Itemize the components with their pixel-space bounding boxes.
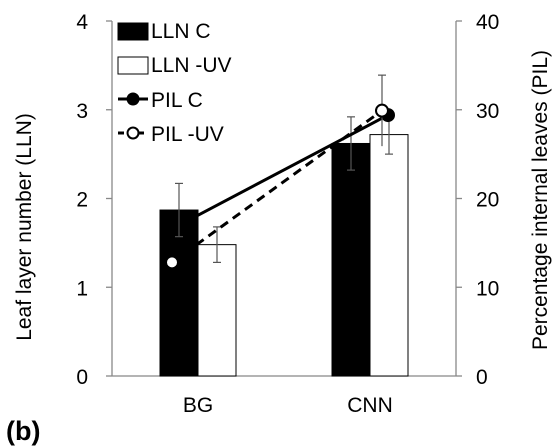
legend-marker [126, 126, 140, 140]
bar [159, 209, 199, 377]
y-right-tick-label: 0 [476, 366, 488, 389]
data-point [375, 103, 389, 118]
y-left-axis-label: Leaf layer number (LLN) [13, 113, 36, 341]
legend-swatch [117, 22, 149, 41]
legend-swatch [117, 56, 149, 75]
y-right-tick-label: 20 [476, 189, 499, 212]
bar [369, 134, 409, 377]
data-point [184, 211, 198, 226]
legend-marker [126, 92, 140, 106]
y-left-tick-label: 1 [76, 277, 88, 300]
x-tick-label: BG [183, 394, 213, 417]
y-left-tick-label: 3 [76, 100, 88, 123]
line-series [165, 74, 395, 270]
series-line [171, 109, 383, 264]
bar [331, 142, 371, 377]
y-left-tick-label: 0 [76, 366, 88, 389]
y-right-axis-label: Percentage internal leaves (PIL) [529, 50, 552, 350]
y-right-tick-label: 40 [476, 11, 499, 34]
y-left-tick-label: 2 [76, 189, 88, 212]
panel-label: (b) [6, 416, 40, 446]
y-left-tick-label: 4 [76, 11, 88, 34]
legend: LLN C LLN -UV PIL C PIL -UV [117, 20, 232, 146]
data-point [165, 255, 179, 270]
legend-label: PIL C [151, 89, 203, 112]
bars [159, 114, 409, 377]
x-tick-label: CNN [347, 394, 393, 417]
series-line [190, 113, 389, 221]
legend-label: LLN C [151, 20, 211, 43]
y-right-tick-label: 30 [476, 100, 499, 123]
legend-label: PIL -UV [151, 123, 224, 146]
y-right-tick-label: 10 [476, 277, 499, 300]
bar [197, 244, 237, 377]
legend-label: LLN -UV [151, 54, 232, 77]
